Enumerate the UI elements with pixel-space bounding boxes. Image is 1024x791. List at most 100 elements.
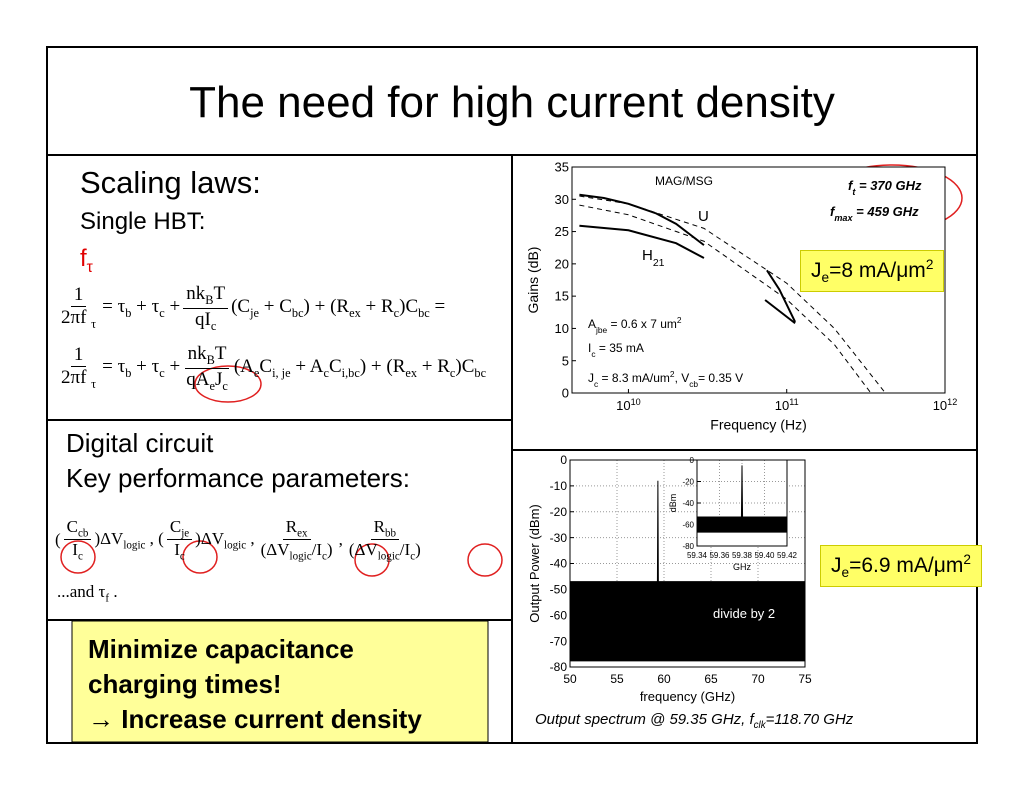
subheading: Key performance parameters: <box>66 463 410 493</box>
equation-term: (Cje + Cbc) + (Rex + Rc)Cbc = <box>231 295 446 320</box>
x-tick-label: 50 <box>563 672 577 686</box>
conclusion: Minimize capacitance charging times! → I… <box>88 632 422 737</box>
denominator: 2πf τ <box>61 367 97 392</box>
highlight-ellipse <box>194 365 262 403</box>
denominator: (ΔVlogic/Ic) <box>348 540 421 563</box>
x-tick-label: 65 <box>704 672 718 686</box>
denominator: 2πf τ <box>61 307 97 332</box>
annotation: MAG/MSG <box>655 174 713 188</box>
symbol: fτ <box>80 245 93 276</box>
y-tick-label: 5 <box>562 353 569 368</box>
heading: Scaling laws: <box>80 165 261 200</box>
caption: Output spectrum @ 59.35 GHz, fclk=118.70… <box>535 711 854 731</box>
series-line <box>579 224 796 325</box>
numerator: Ccb <box>63 517 92 541</box>
fraction: nkBT qAeJc <box>183 343 231 394</box>
x-tick-label: 1011 <box>775 397 799 413</box>
annotation: ft = 370 GHz <box>848 178 922 197</box>
highlight-ellipse <box>354 543 390 577</box>
y-tick-label: 20 <box>555 256 569 271</box>
y-axis-label: Output Power (dBm) <box>527 504 542 623</box>
subheading: Single HBT: <box>80 208 206 235</box>
x-tick-label: 59.42 <box>777 551 798 560</box>
fraction: 1 2πf τ <box>58 344 99 392</box>
x-tick-label: 59.40 <box>754 551 775 560</box>
x-tick-label: 59.34 <box>687 551 708 560</box>
y-tick-label: 25 <box>555 224 569 239</box>
y-tick-label: -30 <box>550 531 568 545</box>
denominator: qIc <box>195 308 217 333</box>
x-axis-label: frequency (GHz) <box>640 689 735 704</box>
note: Je=6.9 mA/μm2 <box>820 545 982 588</box>
annotation: Ic = 35 mA <box>588 341 644 359</box>
numerator: nkBT <box>183 283 229 309</box>
y-tick-label: 0 <box>690 456 695 465</box>
y-tick-label: 35 <box>555 160 569 175</box>
y-tick-label: 0 <box>560 453 567 467</box>
fraction: Ccb Ic <box>63 517 92 563</box>
y-axis-label: Gains (dB) <box>525 247 541 314</box>
y-tick-label: 15 <box>555 289 569 304</box>
fraction: Rbb (ΔVlogic/Ic) <box>346 517 424 563</box>
y-tick-label: -10 <box>550 479 568 493</box>
fraction: 1 2πf τ <box>58 284 99 332</box>
y-tick-label: -20 <box>550 505 568 519</box>
y-tick-label: -60 <box>682 520 694 529</box>
x-tick-label: 75 <box>798 672 812 686</box>
denominator: Ic <box>72 540 83 563</box>
footer-text: ...and τf . <box>57 582 118 605</box>
y-tick-label: 10 <box>555 321 569 336</box>
fraction: Rex (ΔVlogic/Ic) <box>258 517 336 563</box>
y-tick-label: -80 <box>682 542 694 551</box>
equation-term: )ΔVlogic , <box>195 528 255 552</box>
annotation: U <box>698 208 709 225</box>
numerator: 1 <box>70 344 87 368</box>
y-tick-label: -40 <box>682 499 694 508</box>
plot-frame <box>569 459 806 668</box>
plot-frame <box>571 166 946 394</box>
highlight-ellipse <box>182 540 218 574</box>
y-tick-label: -20 <box>682 477 694 486</box>
fraction: nkBT qIc <box>183 283 229 334</box>
equation-term: )ΔVlogic , ( <box>94 528 164 552</box>
y-tick-label: -50 <box>550 583 568 597</box>
equation-term: = τb + τc + <box>102 295 181 320</box>
denominator: Ic <box>174 540 185 563</box>
y-tick-label: -40 <box>550 557 568 571</box>
y-tick-label: -60 <box>550 608 568 622</box>
plot-frame <box>696 459 788 547</box>
conclusion-box <box>71 620 489 743</box>
equation: 1 2πf τ = τb + τc + nkBT qAeJc (AeCi, je + … <box>55 343 486 394</box>
x-tick-label: 55 <box>610 672 624 686</box>
fraction: Cje Ic <box>166 517 193 563</box>
x-tick-label: 1012 <box>933 397 958 413</box>
equation-term: (AeCi, je + AcCi,bc) + (Rex + Rc)Cbc <box>233 355 487 380</box>
equation: 1 2πf τ = τb + τc + nkBT qIc (Cje + Cbc) + … <box>55 283 445 334</box>
heading: Digital circuit <box>66 428 214 458</box>
x-tick-label: 60 <box>657 672 671 686</box>
annotation: Jc = 8.3 mA/um2, Vcb= 0.35 V <box>588 369 743 389</box>
y-axis-label: dBm <box>668 494 678 513</box>
conclusion-line: → Increase current density <box>88 704 422 734</box>
series-area <box>569 661 806 668</box>
denominator: (ΔVlogic/Ic) <box>260 540 333 563</box>
series-line <box>579 195 886 394</box>
numerator: Cje <box>166 517 193 541</box>
x-tick-label: 59.36 <box>709 551 730 560</box>
y-tick-label: 30 <box>555 192 569 207</box>
annotation: Ajbe = 0.6 x 7 um2 <box>588 315 682 335</box>
x-tick-label: 70 <box>751 672 765 686</box>
note: Je=8 mA/μm2 <box>800 250 945 293</box>
highlight-ellipse <box>467 543 503 577</box>
numerator: Rex <box>282 517 311 541</box>
numerator: 1 <box>70 284 87 308</box>
x-tick-label: 59.38 <box>732 551 753 560</box>
equation-term: ( <box>55 529 61 549</box>
title: The need for high current density <box>189 78 835 127</box>
equation-term: , <box>338 529 343 549</box>
y-tick-label: -70 <box>550 634 568 648</box>
charts: 0 5 10 15 20 25 30 35 1010 1011 1012 Frequency (Hz)… <box>525 160 957 704</box>
x-tick-label: 1010 <box>616 397 641 413</box>
